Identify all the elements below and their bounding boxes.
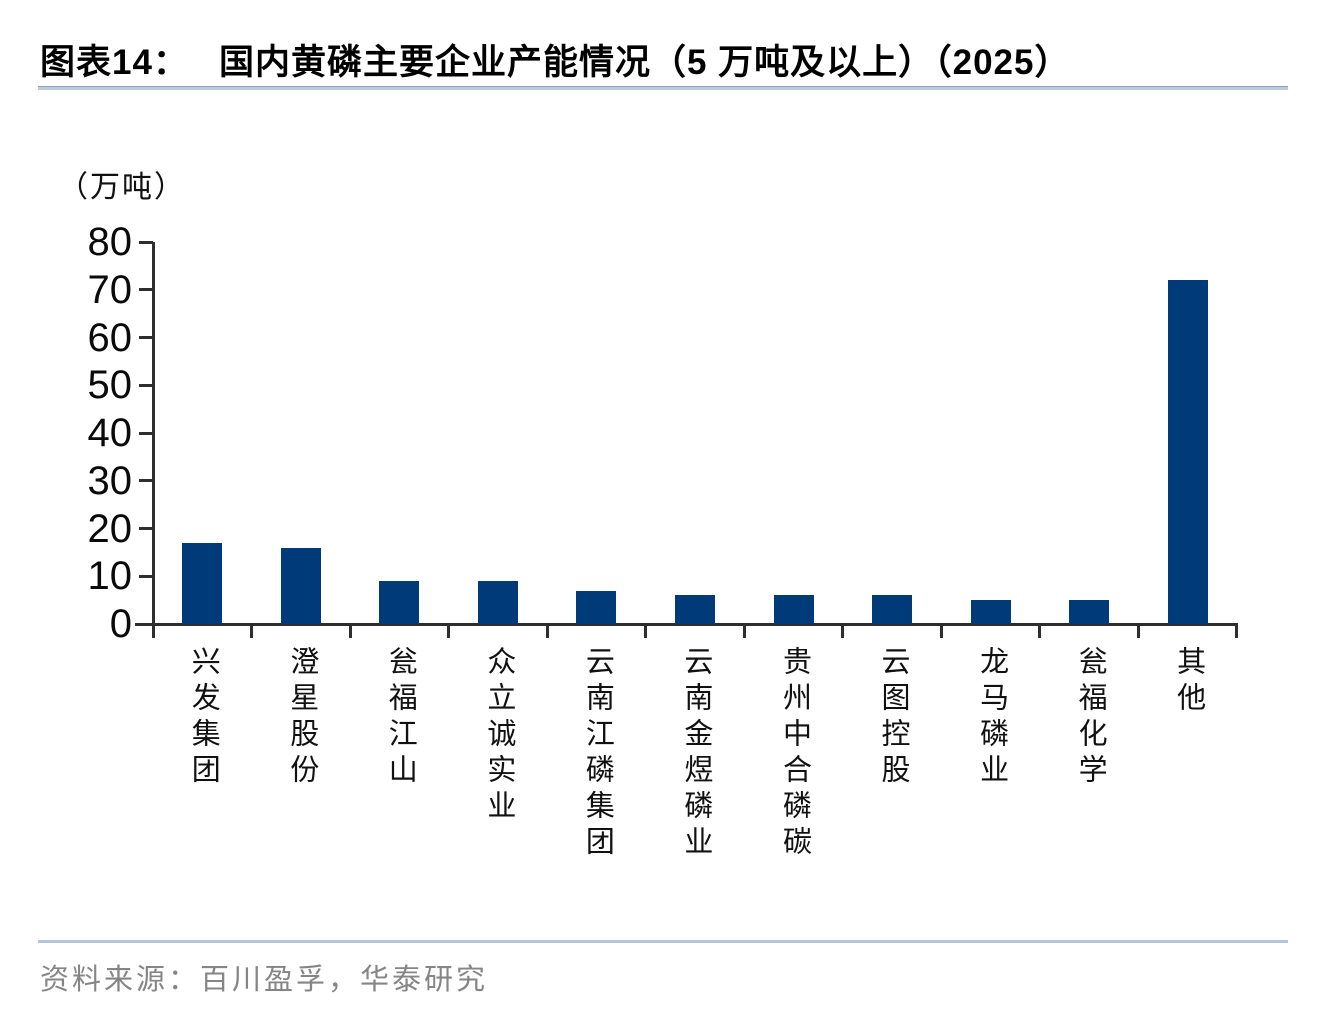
x-tick bbox=[644, 624, 648, 638]
x-tick bbox=[447, 624, 451, 638]
y-tick bbox=[139, 622, 153, 626]
bar bbox=[379, 581, 420, 624]
y-tick bbox=[139, 574, 153, 578]
bar bbox=[872, 595, 913, 624]
title-divider bbox=[38, 86, 1288, 90]
category-label: 龙马磷业 bbox=[975, 646, 1008, 790]
category-label: 云南江磷集团 bbox=[581, 646, 614, 862]
x-tick bbox=[545, 624, 549, 638]
category-label-box: 兴发集团 bbox=[153, 646, 252, 946]
y-tick-label: 60 bbox=[87, 315, 133, 360]
y-tick bbox=[139, 240, 153, 244]
y-tick-label: 0 bbox=[109, 602, 132, 646]
bar bbox=[773, 595, 814, 624]
category-label-box: 云南金煜磷业 bbox=[646, 646, 745, 946]
x-tick bbox=[939, 624, 943, 638]
category-label-box: 龙马磷业 bbox=[941, 646, 1040, 946]
y-tick-label: 40 bbox=[87, 411, 133, 455]
y-tick bbox=[139, 479, 153, 483]
category-label-box: 瓮福江山 bbox=[350, 646, 449, 946]
bar bbox=[970, 600, 1011, 624]
x-tick bbox=[151, 624, 155, 638]
y-tick bbox=[139, 527, 153, 530]
y-tick-label: 20 bbox=[87, 506, 133, 551]
y-tick-label: 10 bbox=[87, 554, 133, 599]
y-tick-label: 70 bbox=[87, 267, 133, 312]
category-label: 贵州中合磷碳 bbox=[778, 646, 811, 862]
y-tick bbox=[139, 431, 153, 435]
bar bbox=[182, 542, 223, 624]
bar bbox=[1069, 600, 1110, 624]
category-label: 兴发集团 bbox=[187, 646, 220, 790]
bar bbox=[576, 590, 617, 624]
category-label: 众立诚实业 bbox=[482, 646, 515, 826]
x-tick bbox=[250, 624, 254, 638]
y-tick-label: 80 bbox=[87, 220, 133, 264]
x-tick bbox=[841, 624, 845, 638]
bar bbox=[1167, 280, 1208, 624]
x-tick bbox=[1136, 624, 1140, 638]
bar bbox=[280, 547, 321, 624]
source-divider bbox=[38, 940, 1288, 943]
y-axis-line bbox=[151, 242, 155, 638]
category-label: 澄星股份 bbox=[285, 646, 318, 790]
category-label-box: 瓮福化学 bbox=[1040, 646, 1139, 946]
category-label-box: 贵州中合磷碳 bbox=[744, 646, 843, 946]
x-axis-line bbox=[135, 622, 1239, 626]
category-label-box: 云图控股 bbox=[843, 646, 942, 946]
x-tick bbox=[1235, 624, 1239, 638]
category-label-box: 澄星股份 bbox=[252, 646, 351, 946]
figure-title-text: 国内黄磷主要企业产能情况（5 万吨及以上）（2025） bbox=[218, 43, 1071, 82]
y-tick bbox=[139, 288, 153, 292]
category-label-box: 众立诚实业 bbox=[449, 646, 548, 946]
y-tick-label: 50 bbox=[87, 363, 133, 408]
x-tick bbox=[742, 624, 746, 638]
category-label: 瓮福化学 bbox=[1074, 646, 1107, 790]
x-tick bbox=[348, 624, 352, 638]
y-axis-unit-label: （万吨） bbox=[58, 171, 186, 204]
category-label: 云图控股 bbox=[877, 646, 910, 790]
bar bbox=[674, 595, 715, 624]
figure-number-label: 图表14： bbox=[40, 43, 189, 82]
figure-title: 图表14： 国内黄磷主要企业产能情况（5 万吨及以上）（2025） bbox=[40, 34, 1071, 85]
category-label: 瓮福江山 bbox=[384, 646, 417, 790]
category-label: 其他 bbox=[1172, 646, 1205, 718]
y-tick bbox=[139, 383, 153, 387]
x-tick bbox=[1038, 624, 1042, 638]
source-text: 资料来源：百川盈孚，华泰研究 bbox=[40, 964, 489, 996]
bar bbox=[477, 581, 518, 624]
category-label-box: 其他 bbox=[1138, 646, 1237, 946]
category-label-box: 云南江磷集团 bbox=[547, 646, 646, 946]
y-tick-label: 30 bbox=[87, 458, 133, 503]
y-tick bbox=[139, 336, 153, 339]
category-label: 云南金煜磷业 bbox=[679, 646, 712, 862]
